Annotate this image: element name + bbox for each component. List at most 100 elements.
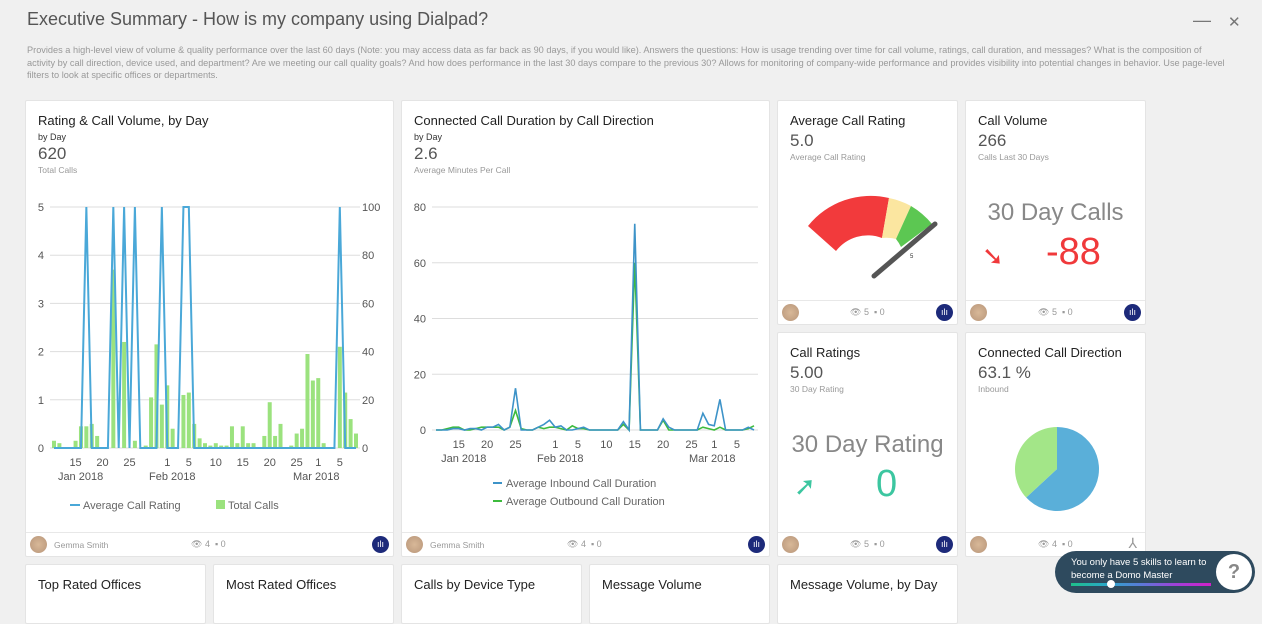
comments-value: 0 (879, 307, 885, 317)
avatar[interactable] (970, 536, 987, 553)
card-top-rated-offices[interactable]: Top Rated Offices (25, 564, 206, 624)
dialpad-logo-icon[interactable]: ılı (748, 536, 765, 553)
x-tick-label: 5 (734, 439, 740, 451)
bar (267, 402, 272, 448)
x-tick-label: 5 (337, 457, 343, 469)
card-average-call-rating[interactable]: Average Call Rating 5.0 Average Call Rat… (777, 100, 958, 325)
pie-slice (1026, 427, 1099, 511)
y-tick-label: 0 (38, 443, 44, 455)
headline: 30 Day Calls (987, 199, 1124, 226)
y2-tick-label: 60 (362, 298, 374, 310)
bar (240, 426, 245, 448)
bar (143, 445, 148, 448)
owner-name: Gemma Smith (54, 540, 109, 550)
y-tick-label: 1 (38, 395, 44, 407)
bar (316, 378, 321, 448)
bar (159, 404, 164, 448)
domo-skills-tip[interactable]: You only have 5 skills to learn to becom… (1055, 551, 1255, 593)
legend-label: Average Outbound Call Duration (506, 496, 665, 508)
avatar[interactable] (30, 536, 47, 553)
x-tick-label: 15 (69, 457, 81, 469)
x-month-label: Mar 2018 (293, 471, 339, 483)
x-tick-label: 5 (575, 439, 581, 451)
minimize-button[interactable]: — (1193, 10, 1211, 30)
card-title: Rating & Call Volume, by Day (38, 113, 209, 128)
close-button[interactable]: ✕ (1228, 14, 1241, 31)
y2-tick-label: 80 (362, 250, 374, 262)
bar (154, 344, 159, 448)
rating-line (54, 206, 356, 449)
card-title: Most Rated Offices (226, 577, 337, 592)
dialpad-logo-icon[interactable]: ılı (936, 536, 953, 553)
card-message-volume-by-day[interactable]: Message Volume, by Day (777, 564, 958, 624)
bar (289, 445, 294, 448)
gauge-needle (871, 221, 938, 279)
owner-name: Gemma Smith (430, 540, 485, 550)
card-title: Call Ratings (790, 345, 861, 360)
y-tick-label: 0 (420, 425, 426, 437)
summary-caption: Calls Last 30 Days (978, 152, 1049, 162)
x-tick-label: 20 (481, 439, 493, 451)
bar (181, 394, 186, 448)
views-value: 4 (1051, 539, 1057, 549)
bar (170, 428, 175, 448)
headline: 30 Day Rating (791, 431, 944, 458)
x-month-label: Jan 2018 (441, 453, 486, 465)
card-message-volume[interactable]: Message Volume (589, 564, 770, 624)
trend-down-icon: ➘ (982, 241, 1004, 271)
card-most-rated-offices[interactable]: Most Rated Offices (213, 564, 394, 624)
series-line (436, 262, 755, 432)
card-connected-call-direction[interactable]: Connected Call Direction 63.1 % Inbound … (965, 332, 1146, 557)
card-title: Average Call Rating (790, 113, 906, 128)
card-title: Calls by Device Type (414, 577, 536, 592)
y-tick-label: 3 (38, 298, 44, 310)
card-call-duration[interactable]: Connected Call Duration by Call Directio… (401, 100, 770, 557)
dialpad-logo-icon[interactable]: ılı (1124, 304, 1141, 321)
card-subtitle: by Day (38, 132, 67, 142)
bar (84, 426, 89, 448)
x-tick-label: 25 (509, 439, 521, 451)
avatar[interactable] (406, 536, 423, 553)
card-rating-call-volume[interactable]: Rating & Call Volume, by Day by Day 620 … (25, 100, 394, 557)
bar (203, 443, 207, 448)
x-tick-label: 20 (657, 439, 669, 451)
x-tick-label: 15 (629, 439, 641, 451)
y-tick-label: 40 (414, 314, 426, 326)
bar (197, 438, 202, 448)
page-title: Executive Summary - How is my company us… (27, 9, 489, 29)
summary-value: 63.1 % (978, 363, 1031, 382)
x-tick-label: 25 (123, 457, 135, 469)
x-tick-label: 1 (164, 457, 170, 469)
avatar[interactable] (782, 536, 799, 553)
card-call-ratings[interactable]: Call Ratings 5.00 30 Day Rating 30 Day R… (777, 332, 958, 557)
summary-value: 266 (978, 131, 1007, 150)
x-tick-label: 10 (600, 439, 612, 451)
call-direction-pie (1015, 427, 1099, 511)
avatar[interactable] (782, 304, 799, 321)
help-button[interactable]: ? (1216, 554, 1252, 590)
dialpad-logo-icon[interactable]: ılı (936, 304, 953, 321)
y2-tick-label: 100 (362, 202, 380, 214)
legend-bar-swatch (216, 500, 225, 509)
bar (354, 433, 358, 448)
views-value: 4 (580, 539, 586, 549)
gauge-band-mid (882, 198, 911, 239)
card-title: Call Volume (978, 113, 1048, 128)
drill-icon[interactable]: ⅄ (1128, 535, 1137, 551)
change-value: -88 (1046, 231, 1101, 273)
y-tick-label: 80 (414, 202, 426, 214)
summary-value: 5.0 (790, 131, 814, 150)
x-tick-label: 25 (685, 439, 697, 451)
bar (219, 445, 224, 448)
card-call-volume[interactable]: Call Volume 266 Calls Last 30 Days 30 Da… (965, 100, 1146, 325)
bar (310, 380, 315, 448)
avatar[interactable] (970, 304, 987, 321)
dialpad-logo-icon[interactable]: ılı (372, 536, 389, 553)
pie-slice (1015, 427, 1057, 498)
bar (122, 341, 127, 448)
bar (321, 443, 326, 448)
rating-gauge: 5 (808, 195, 938, 279)
bar (73, 440, 78, 448)
summary-caption: 30 Day Rating (790, 384, 844, 394)
card-calls-by-device-type[interactable]: Calls by Device Type (401, 564, 582, 624)
